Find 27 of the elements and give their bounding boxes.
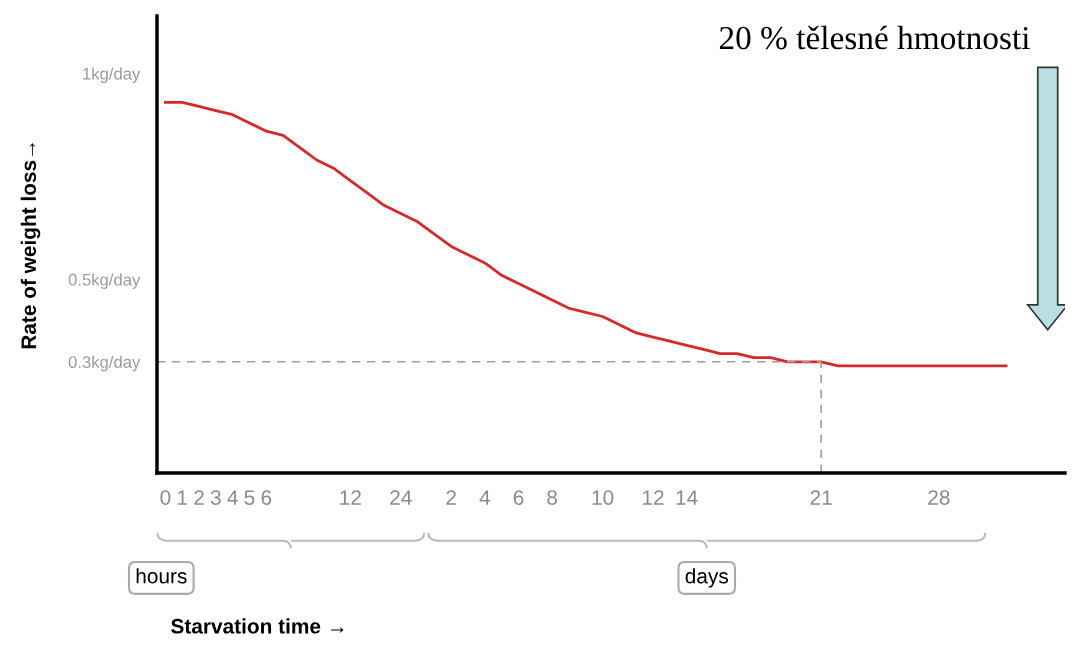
x-tick-label: 14 (676, 490, 698, 505)
y-axis-title: Rate of weight loss→ (20, 143, 41, 349)
x-tick-label: 12 (340, 490, 361, 505)
text: days (685, 568, 728, 588)
x-tick-label: 10 (592, 490, 614, 505)
x-tick-label: 8 (547, 490, 558, 505)
x-tick-label: 4 (479, 490, 491, 505)
text: hours (136, 568, 187, 584)
x-tick-label: 3 (210, 490, 221, 505)
x-tick-label: 4 (227, 490, 238, 505)
x-tick-label: 12 (643, 490, 664, 505)
y-tick-label: 0.3kg/day (68, 355, 141, 372)
line-series (164, 100, 1008, 368)
x-tick-label: 2 (446, 490, 456, 505)
text: Starvation time → (171, 618, 344, 634)
x-tick-label: 1 (178, 490, 187, 505)
x-tick-label: 6 (513, 490, 524, 505)
x-tick-label: 28 (928, 490, 950, 505)
y-tick-label: 0.5kg/day (68, 273, 141, 289)
x-tick-label: 6 (261, 490, 272, 505)
y-tick-label: 1kg/day (83, 67, 141, 84)
x-tick-label: 24 (390, 490, 412, 505)
x-tick-label: 5 (244, 490, 255, 505)
x-tick-label: 2 (194, 490, 204, 505)
annotation: 20 % tělesné hmotnosti (719, 25, 1030, 50)
x-tick-label: 21 (810, 490, 832, 505)
x-tick-label: 0 (160, 490, 171, 505)
